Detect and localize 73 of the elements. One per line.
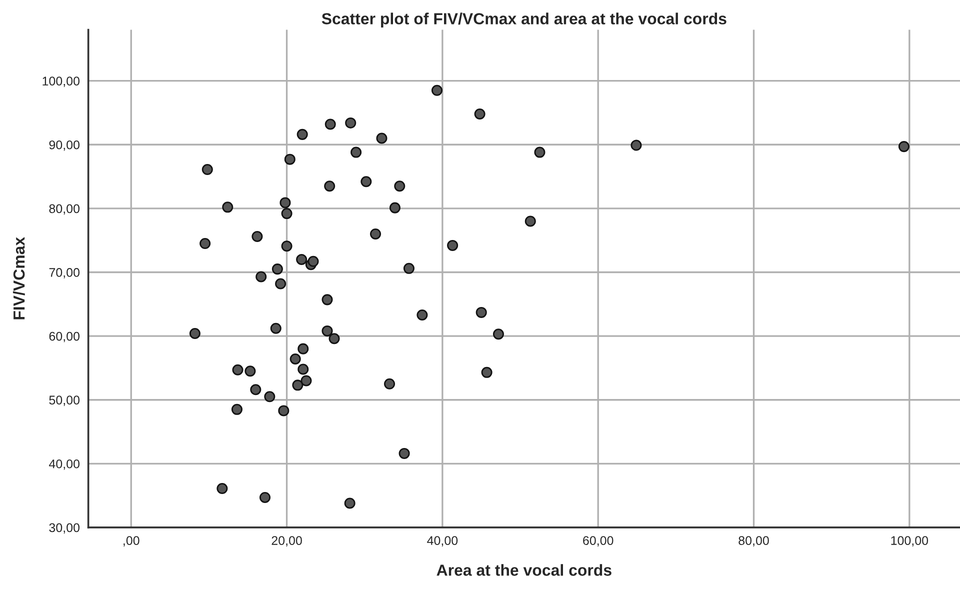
point (403, 262, 414, 274)
point (394, 180, 406, 192)
point (398, 448, 410, 459)
point (296, 254, 308, 265)
x-tick-label: 100,00 (891, 536, 928, 546)
y-tick-label: 90,00 (49, 140, 80, 151)
y-axis-title: FIV/VCmax (12, 237, 25, 320)
point (384, 378, 396, 390)
x-axis-title: Area at the vocal cords (436, 564, 612, 576)
y-tick-label: 60,00 (49, 332, 80, 342)
point (345, 117, 356, 128)
point (389, 202, 400, 214)
point (280, 197, 291, 208)
point (431, 84, 442, 96)
point (416, 309, 428, 321)
point (300, 375, 312, 386)
y-tick-label: 50,00 (49, 396, 80, 406)
x-tick-label: 60,00 (583, 536, 614, 546)
point (350, 146, 362, 158)
point (370, 228, 382, 240)
point (231, 404, 242, 415)
point (481, 366, 492, 378)
point (322, 325, 333, 336)
point (250, 384, 262, 396)
point (376, 132, 388, 144)
point (308, 256, 319, 267)
point (328, 333, 340, 344)
point (534, 146, 546, 158)
point (298, 364, 309, 375)
point (290, 354, 301, 365)
point (324, 118, 336, 130)
x-tick-label: ,00 (124, 536, 140, 546)
point (360, 176, 372, 188)
point (278, 405, 290, 416)
point (252, 231, 263, 242)
point (322, 294, 333, 306)
point (232, 364, 244, 376)
point (259, 492, 270, 503)
y-tick-label: 100,00 (42, 76, 80, 87)
point (200, 238, 211, 250)
point (222, 202, 234, 213)
point (272, 264, 283, 275)
point (898, 141, 910, 152)
point (447, 240, 458, 251)
point (244, 366, 256, 377)
x-tick-label: 80,00 (738, 536, 769, 546)
point (284, 154, 296, 165)
point (292, 380, 304, 391)
point (281, 240, 292, 252)
point (344, 498, 356, 509)
point (524, 216, 536, 227)
point (264, 391, 276, 402)
point (324, 180, 336, 192)
y-tick-label: 80,00 (49, 204, 80, 215)
y-tick-label: 40,00 (48, 459, 80, 470)
x-tick-label: 40,00 (427, 536, 458, 546)
point (202, 164, 213, 176)
point (630, 140, 642, 151)
point (281, 208, 292, 220)
chart-title: Scatter plot of FIV/VCmax and area at the vocal cords (322, 12, 726, 28)
point (476, 306, 487, 318)
y-tick-label: 30,00 (49, 523, 80, 534)
point (298, 343, 309, 354)
point (474, 108, 486, 120)
point (275, 278, 286, 290)
point (256, 271, 267, 282)
y-tick-label: 70,00 (49, 268, 80, 278)
x-tick-label: 20,00 (272, 536, 302, 546)
point (189, 328, 200, 340)
point (492, 328, 504, 340)
point (296, 128, 308, 140)
point (270, 322, 282, 334)
point (216, 483, 228, 494)
